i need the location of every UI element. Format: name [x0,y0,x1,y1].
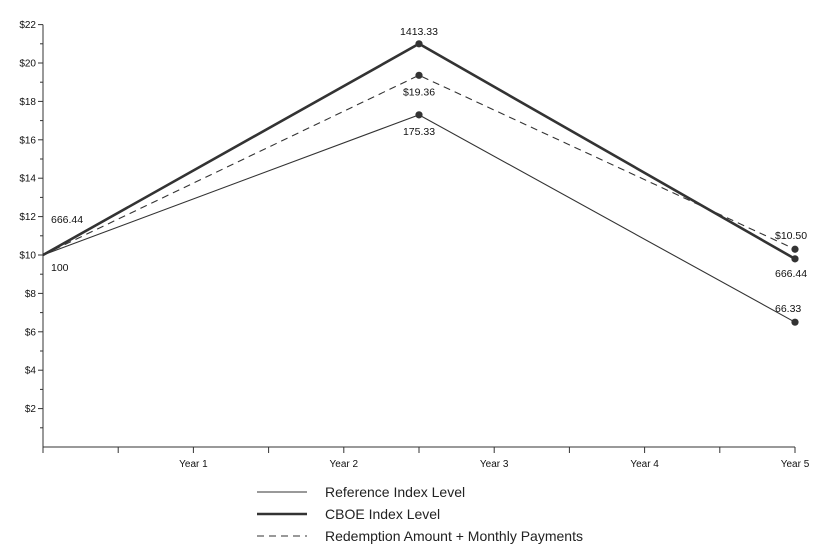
x-tick-label: Year 2 [330,459,359,470]
legend-label: CBOE Index Level [325,506,440,522]
y-tick-label: $12 [19,212,36,223]
data-label: 66.33 [775,303,801,315]
legend-label: Reference Index Level [325,484,465,500]
data-point [415,71,423,79]
x-tick-label: Year 5 [781,459,810,470]
y-tick-label: $20 [19,59,36,70]
data-label: $10.50 [775,230,807,242]
y-tick-label: $8 [25,289,37,300]
legend-item: Reference Index Level [257,484,465,500]
data-label: $19.36 [403,86,435,98]
series-line-thin [42,114,796,323]
y-tick-label: $2 [25,404,37,415]
legend-item: CBOE Index Level [257,506,440,522]
x-tick-label: Year 1 [179,459,208,470]
data-point [415,111,423,119]
y-tick-label: $16 [19,135,36,146]
data-label: 666.44 [51,214,83,226]
chart-data-labels: 666.44 100 1413.33 $19.36 175.33 $10.50 666.44… [51,26,807,315]
legend-item: Redemption Amount + Monthly Payments [257,528,583,544]
chart-series [42,40,799,326]
y-tick-label: $14 [19,174,36,185]
data-label: 666.44 [775,268,807,280]
x-tick-label: Year 4 [630,459,659,470]
chart-legend: Reference Index Level CBOE Index Level Red… [257,484,583,544]
y-tick-label: $10 [19,251,36,262]
data-label: 100 [51,262,69,274]
y-tick-label: $18 [19,97,36,108]
data-point [791,255,799,263]
y-tick-label: $6 [25,327,37,338]
data-point [791,245,799,253]
legend-label: Redemption Amount + Monthly Payments [325,528,583,544]
chart-axes: $2 $4 $6 $8 $10 $12 $14 $16 $18 $20 $22 Year 1 Year … [19,20,809,470]
data-label: 1413.33 [400,26,438,38]
series-line-dashed [42,74,796,256]
data-point [791,318,799,326]
x-tick-label: Year 3 [480,459,509,470]
y-tick-label: $4 [25,366,37,377]
data-label: 175.33 [403,126,435,138]
y-tick-label: $22 [19,20,36,31]
data-point [415,40,423,48]
